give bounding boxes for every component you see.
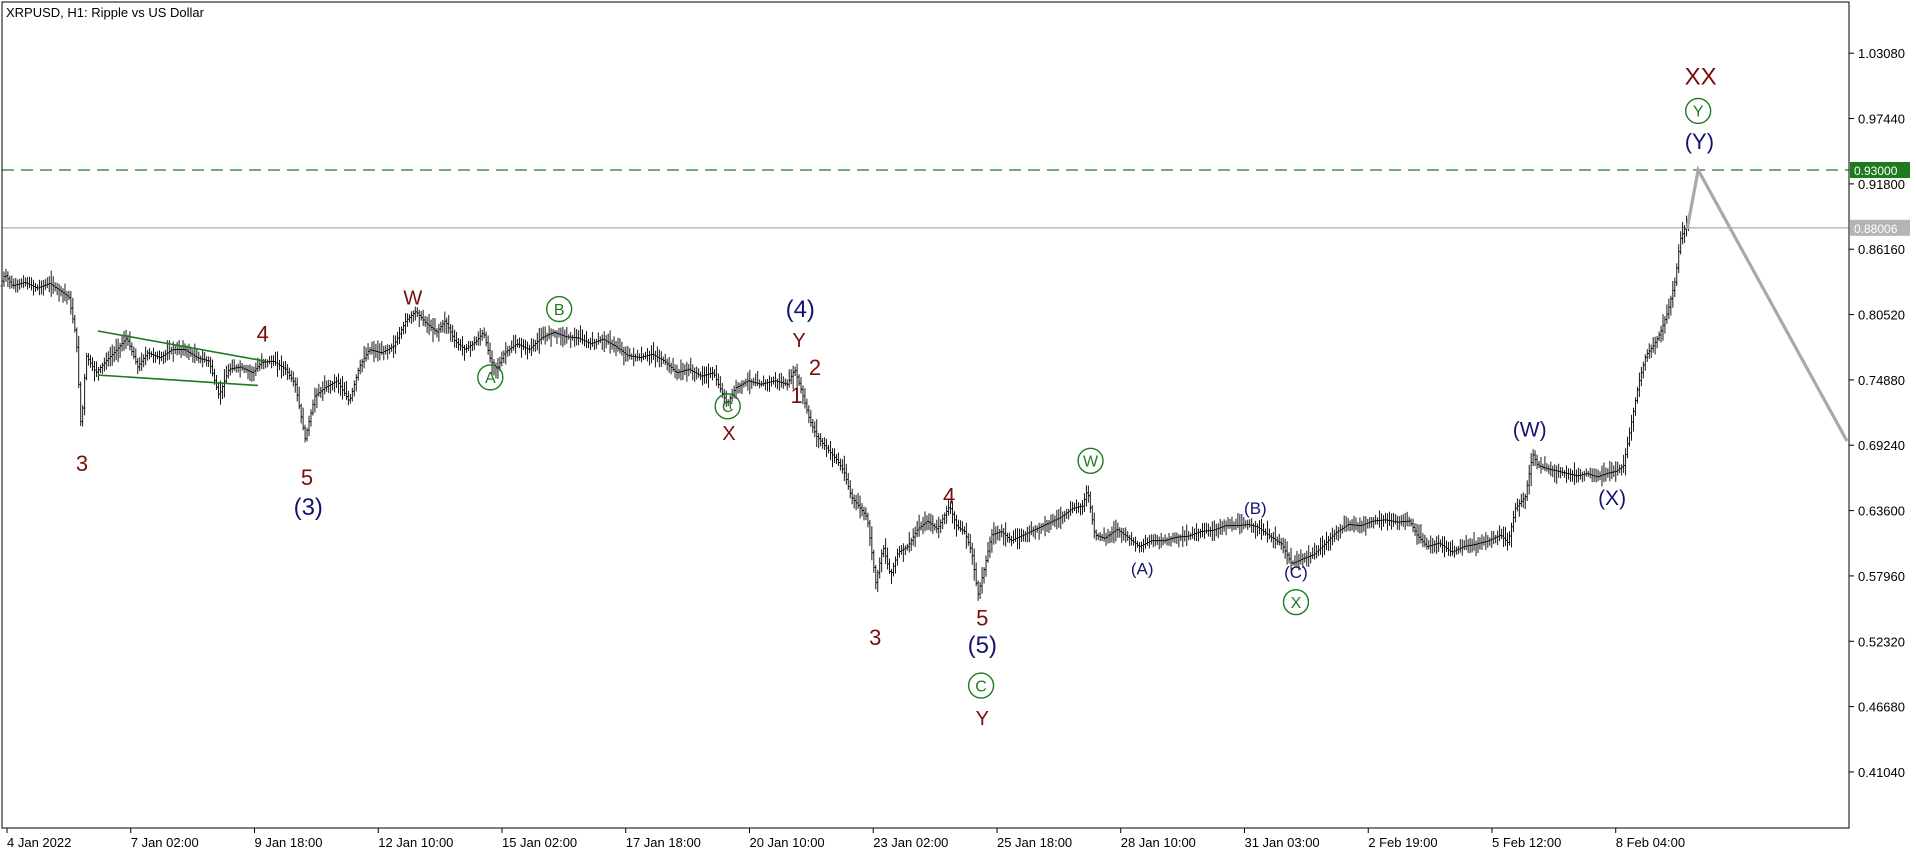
wave-label-circle (714, 393, 741, 420)
y-tick-label: 0.63600 (1858, 504, 1905, 519)
wave-label: 4 (943, 484, 955, 509)
wave-label: A (485, 370, 496, 387)
x-tick-label: 20 Jan 10:00 (749, 835, 824, 850)
target-level-badge (1850, 161, 1910, 178)
wave-label: XX (1685, 63, 1717, 90)
wave-label: 3 (869, 625, 881, 650)
current-level-badge (1850, 219, 1910, 236)
wave-label: (C) (1284, 563, 1308, 582)
wave-label: X (1291, 595, 1302, 612)
y-tick-label: 0.97440 (1858, 112, 1905, 127)
x-tick-label: 5 Feb 12:00 (1492, 835, 1561, 850)
wave-label: 5 (301, 465, 313, 490)
wave-label-circle (477, 364, 504, 391)
wave-label: C (975, 678, 987, 695)
forecast-path (1685, 165, 1849, 442)
wave-label: (X) (1598, 487, 1626, 510)
wave-label: (B) (1244, 499, 1267, 518)
y-tick-label: 0.74880 (1858, 373, 1905, 388)
wave-label: (5) (968, 632, 997, 659)
target-level-label: 0.93000 (1854, 164, 1898, 178)
wave-label: X (722, 423, 735, 445)
x-tick-label: 12 Jan 10:00 (378, 835, 453, 850)
y-tick-label: 0.52320 (1858, 634, 1905, 649)
x-tick-label: 15 Jan 02:00 (502, 835, 577, 850)
x-tick-label: 9 Jan 18:00 (254, 835, 322, 850)
y-tick-label: 0.46680 (1858, 700, 1905, 715)
x-tick-label: 31 Jan 03:00 (1244, 835, 1319, 850)
wave-label: W (1083, 454, 1099, 471)
current-level-label: 0.88006 (1854, 222, 1898, 236)
y-tick-label: 0.69240 (1858, 438, 1905, 453)
wave-label: (A) (1131, 559, 1154, 578)
y-tick-label: 0.41040 (1858, 765, 1905, 780)
x-tick-label: 17 Jan 18:00 (626, 835, 701, 850)
x-tick-label: 2 Feb 19:00 (1368, 835, 1437, 850)
x-tick-label: 4 Jan 2022 (7, 835, 71, 850)
wave-label-circle (967, 672, 995, 699)
wave-label: W (403, 287, 422, 309)
x-tick-label: 23 Jan 02:00 (873, 835, 948, 850)
wave-labels: 345(3)WABCX(4)Y21345(5)CYW(A)(B)(C)X(W)(… (76, 63, 1717, 730)
triangle-boundary-line (97, 330, 266, 362)
wave-label: (W) (1513, 418, 1547, 441)
wave-label: 3 (76, 451, 88, 476)
wave-label: B (554, 302, 565, 319)
wave-label-circle (1282, 588, 1310, 616)
wave-label: (3) (294, 494, 323, 521)
wave-label: 1 (790, 383, 802, 408)
plot-frame (1, 1, 1850, 829)
wave-label-circle (1684, 97, 1712, 125)
trend-lines (97, 165, 1849, 442)
wave-label: C (722, 399, 734, 416)
wave-label: (Y) (1685, 129, 1714, 154)
price-axis: 1.03080 0.97440 0.91800 0.86160 0.80520 0.748… (1849, 46, 1910, 780)
y-tick-label: 0.57960 (1858, 569, 1905, 584)
y-tick-label: 0.86160 (1858, 242, 1905, 257)
wave-label-circle (546, 295, 573, 323)
wave-label-circle (1077, 447, 1104, 474)
wave-label: Y (976, 708, 989, 730)
wave-label: Y (1693, 104, 1704, 121)
x-tick-label: 28 Jan 10:00 (1121, 835, 1196, 850)
x-tick-label: 8 Feb 04:00 (1616, 835, 1685, 850)
x-tick-label: 7 Jan 02:00 (131, 835, 199, 850)
wave-label: Y (792, 330, 805, 352)
wave-label: (4) (786, 296, 815, 323)
wave-label: 5 (976, 605, 988, 630)
price-bars (0, 215, 1690, 601)
x-tick-label: 25 Jan 18:00 (997, 835, 1072, 850)
y-tick-label: 0.80520 (1858, 308, 1905, 323)
y-tick-label: 1.03080 (1858, 46, 1905, 61)
wave-label: 4 (257, 321, 269, 346)
wave-label: 2 (809, 355, 821, 380)
chart-title: XRPUSD, H1: Ripple vs US Dollar (6, 5, 205, 20)
time-axis: 4 Jan 2022 7 Jan 02:00 9 Jan 18:00 12 Jan 1… (6, 828, 1685, 850)
triangle-boundary-line (97, 374, 258, 387)
price-levels (2, 169, 1849, 229)
y-tick-label: 0.91800 (1858, 177, 1905, 192)
